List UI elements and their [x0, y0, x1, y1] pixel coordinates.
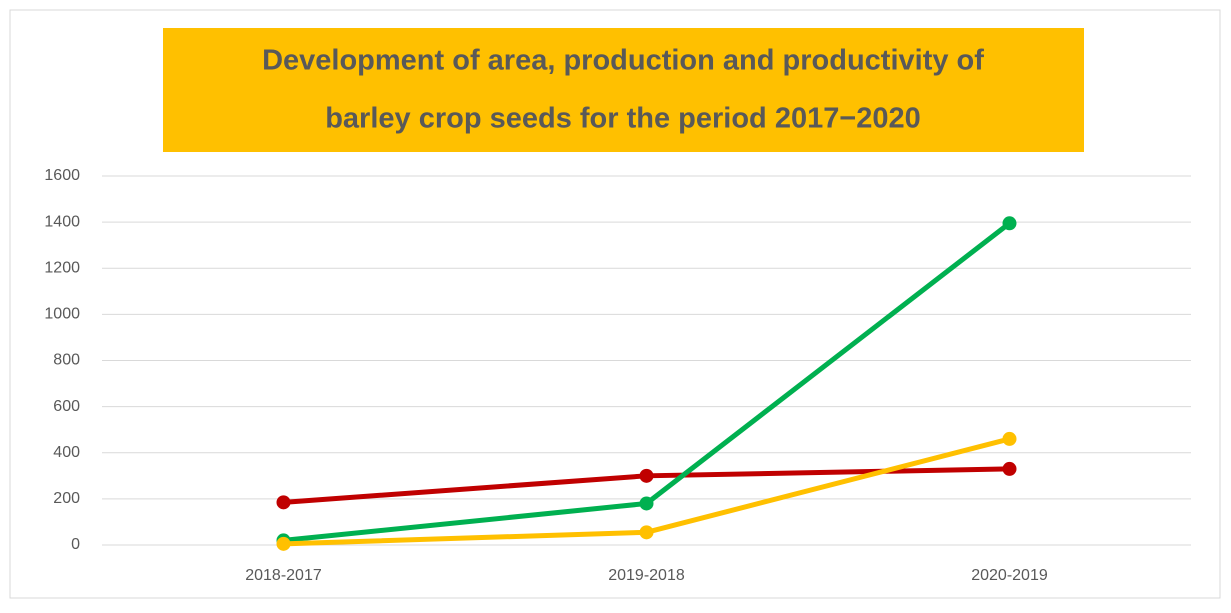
point	[1002, 216, 1017, 231]
x-tick-label: 2020-2019	[971, 567, 1048, 584]
point	[276, 536, 291, 551]
chart-title: Development of area, production and prod…	[262, 45, 984, 77]
point	[639, 525, 654, 540]
point	[276, 495, 291, 510]
point	[1002, 431, 1017, 446]
y-tick-label: 200	[53, 490, 80, 507]
point	[639, 468, 654, 483]
x-tick-label: 2019-2018	[608, 567, 685, 584]
y-tick-label: 400	[53, 444, 80, 461]
y-tick-label: 600	[53, 398, 80, 415]
y-tick-label: 800	[53, 352, 80, 369]
y-tick-label: 0	[71, 536, 80, 553]
point	[1002, 461, 1017, 476]
chart-title: barley crop seeds for the period 2017−20…	[325, 103, 921, 135]
y-tick-label: 1000	[44, 306, 80, 323]
point	[639, 496, 654, 511]
title-box	[163, 28, 1084, 152]
y-tick-label: 1200	[44, 259, 80, 276]
x-tick-label: 2018-2017	[245, 567, 322, 584]
y-tick-label: 1400	[44, 213, 80, 230]
y-tick-label: 1600	[44, 167, 80, 184]
